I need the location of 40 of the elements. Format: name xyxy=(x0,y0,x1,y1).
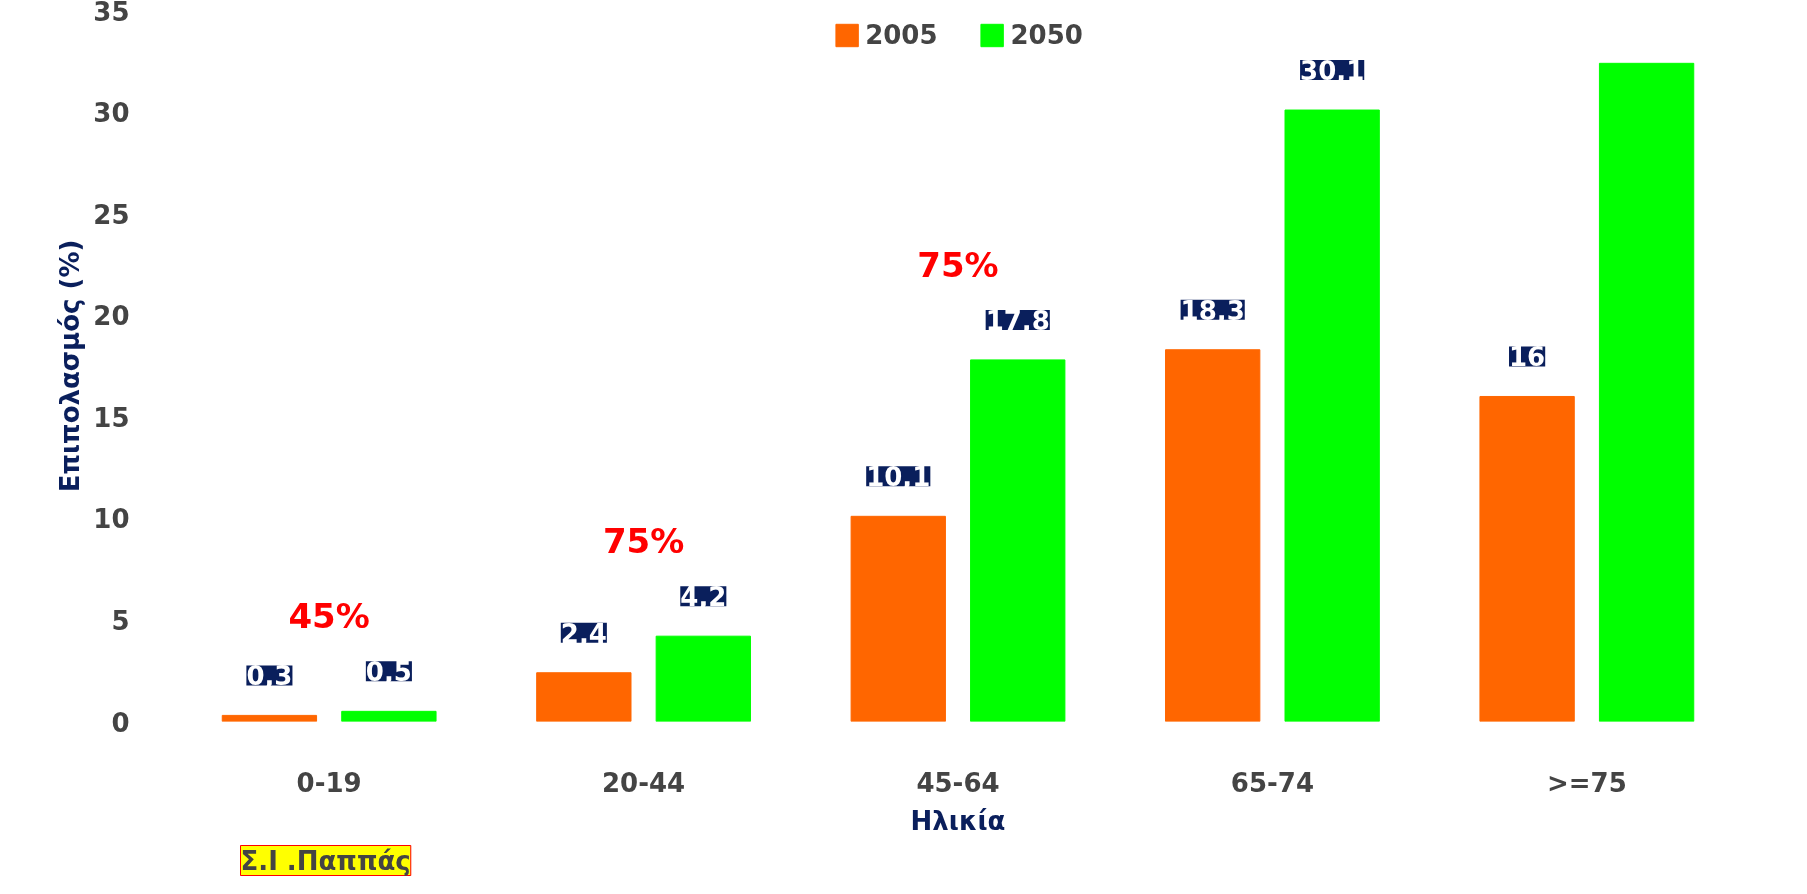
y-tick-label: 35 xyxy=(93,0,130,27)
y-tick-label: 10 xyxy=(93,504,130,535)
annotation: 75% xyxy=(917,244,999,285)
annotation: 75% xyxy=(602,521,685,562)
bar xyxy=(341,710,437,722)
bar xyxy=(1598,62,1695,722)
bar xyxy=(850,515,946,722)
data-label: 18,3 xyxy=(1180,295,1245,326)
bar xyxy=(1284,109,1380,722)
y-tick-label: 0 xyxy=(111,707,130,738)
bar xyxy=(536,672,632,722)
text: Σ.Ι .Παππάς xyxy=(240,845,411,876)
x-axis-title: Ηλικία xyxy=(910,805,1006,836)
bar xyxy=(970,359,1066,722)
x-tick-label: 45-64 xyxy=(916,767,1000,798)
data-label: 2,4 xyxy=(560,618,607,649)
x-tick-label: 20-44 xyxy=(602,767,686,798)
x-tick-label: 65-74 xyxy=(1230,767,1314,798)
y-axis-title: Επιπολασμός (%) xyxy=(55,239,86,493)
data-label: 0,5 xyxy=(365,657,412,688)
data-label: 17,8 xyxy=(985,305,1050,336)
bar xyxy=(1165,349,1261,722)
data-label: 4,2 xyxy=(680,582,727,613)
bar xyxy=(655,635,751,722)
bar xyxy=(1479,395,1575,722)
legend-label: 2050 xyxy=(1010,20,1083,50)
data-label: 10,1 xyxy=(866,462,931,493)
y-tick-label: 25 xyxy=(93,199,130,230)
y-tick-label: 5 xyxy=(111,605,130,636)
bar xyxy=(221,714,318,722)
legend-label: 2005 xyxy=(865,20,938,50)
data-label: 30,1 xyxy=(1300,56,1365,87)
annotation: 45% xyxy=(288,596,370,637)
data-label: 0,3 xyxy=(246,661,293,692)
y-tick-label: 15 xyxy=(93,402,130,433)
y-tick-label: 30 xyxy=(93,98,130,129)
x-tick-label: 0-19 xyxy=(296,767,362,798)
x-tick-label: >=75 xyxy=(1546,767,1627,798)
y-tick-label: 20 xyxy=(93,301,130,332)
data-label: 16 xyxy=(1509,342,1546,373)
